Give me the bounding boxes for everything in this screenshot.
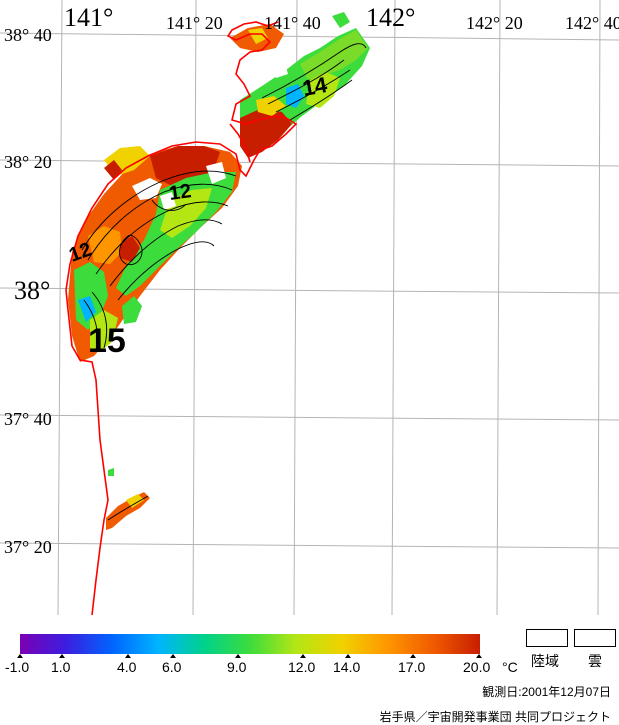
lon-label: 141° [64,3,114,32]
lon-label: 142° 40 [565,13,619,33]
scale-tick [345,654,351,658]
contour-label: 15 [88,322,126,360]
lon-label: 141° 20 [166,13,223,33]
lon-label: 142° 20 [466,13,523,33]
lat-label: 38° [14,276,51,305]
observation-date: 観測日:2001年12月07日 [482,685,611,699]
scale-tick [170,654,176,658]
scale-tick [125,654,131,658]
lat-label: 37° 40 [4,409,52,429]
temperature-color-bar [20,634,480,654]
land-label: 陸域 [531,653,559,669]
contour-label: 14 [301,72,330,101]
scale-tick [300,654,306,658]
scale-label: -1.0 [5,659,30,675]
scale-label: 4.0 [117,659,137,675]
scale-label: 6.0 [162,659,182,675]
scale-tick [410,654,416,658]
scale-label: 20.0 [463,659,491,675]
temperature-field-main [68,146,242,362]
scale-label: 9.0 [227,659,247,675]
scale-tick [476,654,482,658]
scale-tick [59,654,65,658]
lat-label: 38° 40 [4,25,52,45]
unit-label: °C [502,659,518,675]
coastline [65,21,298,615]
lat-label: 37° 20 [4,537,52,557]
lon-label: 141° 40 [264,13,321,33]
contour-label: 12 [168,180,193,205]
scale-tick [235,654,241,658]
sea-surface-temperature-map: 12 12 14 15 [0,0,619,615]
scale-label: 12.0 [288,659,316,675]
land-swatch [526,629,568,647]
lat-label: 38° 20 [4,152,52,172]
scale-label: 14.0 [333,659,361,675]
scale-label: 17.0 [398,659,426,675]
cloud-swatch [574,629,616,647]
cloud-gaps [132,60,288,210]
cloud-label: 雲 [588,653,602,669]
scale-tick [17,654,23,658]
isotherm-contours [81,43,367,521]
project-credit: 岩手県／宇宙開発事業団 共同プロジェクト [379,710,611,724]
lon-label: 142° [366,3,416,32]
scale-label: 1.0 [51,659,71,675]
